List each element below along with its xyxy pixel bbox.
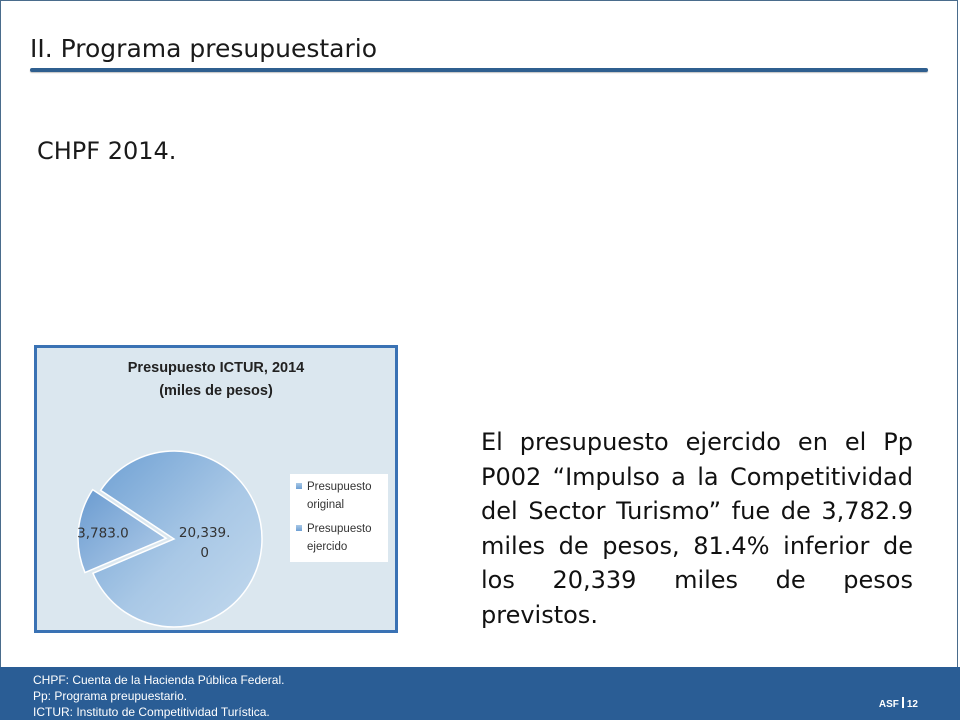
footnote-chpf: CHPF: Cuenta de la Hacienda Pública Fede… [33, 673, 285, 687]
legend-swatch [296, 483, 302, 489]
section-subtitle: CHPF 2014. [37, 137, 177, 165]
pie-chart: Presupuesto ICTUR, 2014 (miles de pesos)… [77, 360, 388, 628]
org-label: ASF [878, 699, 899, 710]
page-number-value: 12 [906, 699, 918, 710]
title-underline [30, 68, 928, 72]
pie-slice-original [91, 450, 263, 628]
footer-notes: CHPF: Cuenta de la Hacienda Pública Fede… [33, 672, 284, 720]
legend-label: Presupuesto original [307, 481, 372, 511]
pie-slice-ejercido [77, 488, 168, 574]
legend-item-original: Presupuesto original [296, 481, 372, 511]
slide-title: II. Programa presupuestario [30, 34, 377, 63]
legend-swatch [296, 525, 302, 531]
chart-legend [290, 474, 388, 562]
chart-title-line-2: (miles de pesos) [159, 383, 273, 399]
legend-label: Presupuesto ejercido [307, 523, 372, 553]
data-label-ejercido: 3,783.0 [77, 525, 129, 541]
footnote-ictur: ICTUR: Instituto de Competitividad Turís… [33, 705, 270, 719]
chart-title-line-1: Presupuesto ICTUR, 2014 [128, 360, 304, 376]
page-number: ASF 12 [879, 697, 918, 710]
footer-bar [0, 667, 960, 720]
footnote-pp: Pp: Programa preupuestario. [33, 689, 188, 703]
data-label-original: 20,339. 0 [179, 525, 231, 561]
chart-container: Presupuesto ICTUR, 2014 (miles de pesos)… [34, 345, 398, 633]
page-separator [901, 697, 904, 708]
body-paragraph: El presupuesto ejercido en el Pp P002 “I… [481, 428, 913, 629]
legend-item-ejercido: Presupuesto ejercido [296, 523, 372, 553]
